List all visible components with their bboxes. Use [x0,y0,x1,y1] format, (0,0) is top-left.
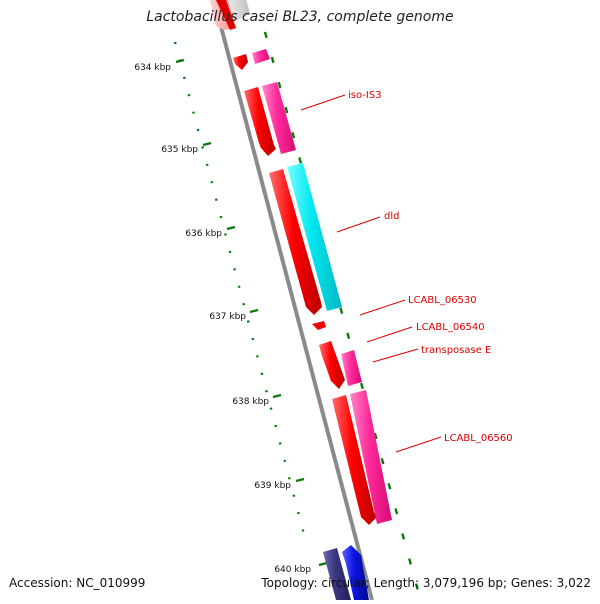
gene-label-lcabl-06560[interactable]: LCABL_06560 [444,433,513,444]
tick-mark-639 [295,477,305,483]
tick-label-637: 637 kbp [209,312,246,322]
tick-mark-637 [249,308,259,314]
gene-blue-bottom[interactable] [342,545,369,600]
genome-backbone [212,0,374,601]
leader-line-lcabl-06530 [359,299,406,316]
gene-long-red-1[interactable] [269,169,322,315]
gene-lcabl-06560-red[interactable] [332,395,377,525]
gene-arrow-top-red[interactable] [216,0,236,30]
gene-transposase-e[interactable] [341,350,362,386]
tick-label-636: 636 kbp [185,229,222,239]
leader-line-iso-is3 [300,94,346,111]
gene-iso-is3-pink[interactable] [262,82,296,154]
leader-line-dld [336,216,381,233]
leader-line-lcabl-06540 [366,326,413,343]
gene-lcabl-06560-pink[interactable] [350,390,392,524]
topology-label: Topology: circular; Length: 3,079,196 bp… [261,576,591,590]
tick-mark-638 [272,393,282,399]
tick-mark-640 [318,561,328,567]
gene-arrow-small-red[interactable] [233,54,248,70]
tick-mark-635 [202,141,212,147]
tick-mark-634 [175,58,185,64]
leader-line-transposase-e [372,348,419,363]
gene-lcabl-06540[interactable] [319,341,345,389]
gene-label-transposase-e[interactable]: transposase E [421,345,491,356]
gene-navy-bottom[interactable] [323,548,351,600]
gene-label-lcabl-06530[interactable]: LCABL_06530 [408,295,477,306]
gene-iso-is3-red[interactable] [244,87,276,156]
genome-title: Lactobacillus casei BL23, complete genom… [146,9,454,25]
tick-label-638: 638 kbp [232,397,269,407]
tick-label-640: 640 kbp [274,565,311,575]
tick-label-639: 639 kbp [254,481,291,491]
gene-label-lcabl-06540[interactable]: LCABL_06540 [416,322,485,333]
gene-dld-cyan[interactable] [287,163,342,311]
tick-mark-636 [226,225,236,231]
gene-label-iso-is3[interactable]: iso-IS3 [348,90,382,101]
gene-lcabl-06530[interactable] [312,321,326,330]
feature-track-dots [263,31,422,599]
gene-arrow-small-pink[interactable] [252,49,270,64]
gene-label-dld[interactable]: dld [384,211,399,222]
leader-line-lcabl-06560 [395,436,442,453]
tick-label-635: 635 kbp [161,145,198,155]
accession-label: Accession: NC_010999 [9,576,146,590]
tick-label-634: 634 kbp [134,63,171,73]
